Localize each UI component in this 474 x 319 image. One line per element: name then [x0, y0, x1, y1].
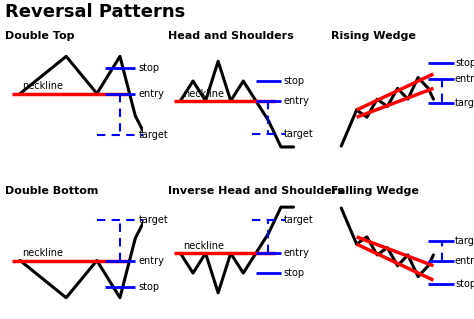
Text: neckline: neckline: [183, 241, 224, 251]
Text: stop: stop: [138, 282, 160, 292]
Text: entry: entry: [138, 89, 164, 99]
Text: stop: stop: [455, 58, 474, 68]
Text: entry: entry: [455, 256, 474, 266]
Text: stop: stop: [138, 63, 160, 72]
Text: entry: entry: [283, 96, 310, 106]
Text: entry: entry: [283, 248, 310, 258]
Text: Reversal Patterns: Reversal Patterns: [5, 3, 185, 21]
Text: stop: stop: [283, 268, 305, 278]
Text: Inverse Head and Shoulders: Inverse Head and Shoulders: [168, 187, 344, 197]
Text: target: target: [138, 215, 168, 225]
Text: Falling Wedge: Falling Wedge: [331, 187, 419, 197]
Text: neckline: neckline: [183, 89, 224, 99]
Text: neckline: neckline: [22, 81, 63, 91]
Text: neckline: neckline: [22, 248, 63, 258]
Text: entry: entry: [138, 256, 164, 265]
Text: Double Top: Double Top: [5, 31, 74, 41]
Text: Rising Wedge: Rising Wedge: [331, 31, 416, 41]
Text: target: target: [283, 129, 313, 139]
Text: stop: stop: [455, 279, 474, 289]
Text: target: target: [283, 215, 313, 225]
Text: stop: stop: [283, 76, 305, 86]
Text: Head and Shoulders: Head and Shoulders: [168, 31, 293, 41]
Text: entry: entry: [455, 74, 474, 84]
Text: Double Bottom: Double Bottom: [5, 187, 98, 197]
Text: target: target: [455, 98, 474, 108]
Text: target: target: [138, 130, 168, 139]
Text: target: target: [455, 235, 474, 246]
